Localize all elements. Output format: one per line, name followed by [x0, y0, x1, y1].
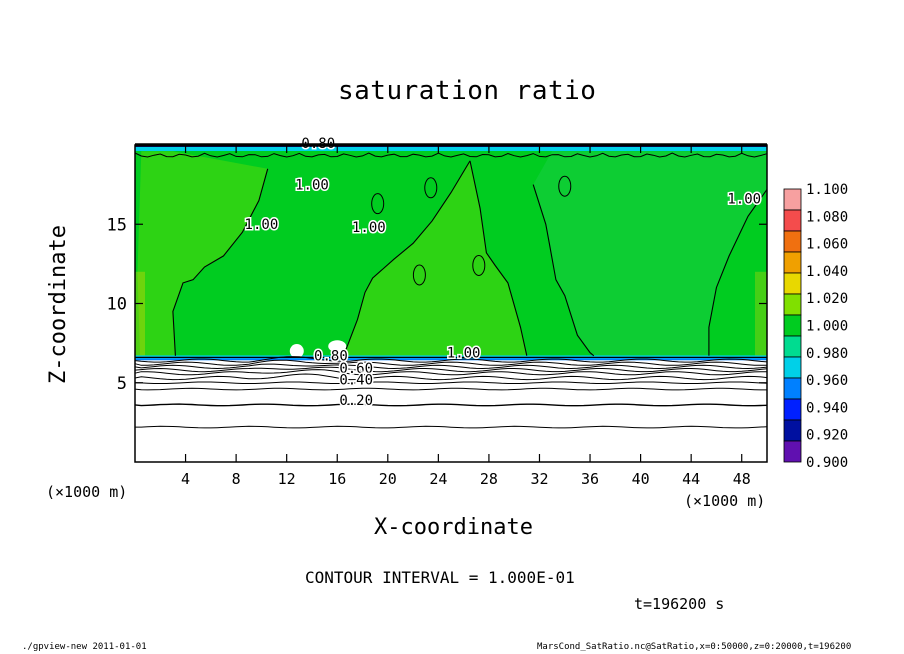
- contour-line: [135, 425, 768, 429]
- contour-label: 1.00: [295, 177, 329, 193]
- colorbar-swatch: [783, 377, 802, 400]
- contour-line: [134, 387, 767, 391]
- colorbar-tick-label: 1.000: [806, 319, 848, 335]
- contour-label: 1.00: [245, 217, 279, 233]
- contour-lines: [134, 152, 768, 429]
- colorbar-tick-label: 0.960: [806, 373, 848, 389]
- colorbar-tick-label: 0.900: [806, 455, 848, 471]
- contour-line-closed: [424, 177, 438, 199]
- colorbar-tick-label: 0.980: [806, 346, 848, 362]
- contour-line-closed: [412, 264, 426, 286]
- edge-tint-right: [755, 271, 767, 358]
- x-axis-ticks: 4 8 12 16 20 24 28 32 36 40 44 48: [181, 145, 751, 488]
- x-tick-label: 32: [530, 470, 548, 488]
- contour-line-column: [343, 160, 471, 356]
- colorbar: 1.100 1.080 1.060 1.040 1.020 1.000 0.980 0.960…: [783, 182, 848, 471]
- contour-line: [134, 356, 768, 363]
- contour-line: [134, 366, 768, 373]
- contour-line-top: [134, 152, 768, 158]
- chart-title: saturation ratio: [338, 76, 597, 106]
- top-strip: [135, 145, 767, 151]
- y-tick-label: 15: [107, 215, 127, 235]
- y-axis-ticks: 5 10 15: [107, 215, 767, 394]
- x-tick-label: 28: [480, 470, 498, 488]
- x-tick-label: 16: [328, 470, 346, 488]
- colorbar-tick-label: 1.040: [806, 264, 848, 280]
- y-tick-label: 10: [107, 295, 127, 315]
- contour-line: [134, 359, 768, 366]
- contour-line-column: [708, 189, 768, 356]
- time-stamp: t=196200 s: [634, 595, 725, 613]
- colorbar-swatch: [783, 251, 802, 274]
- subsaturated-region: [135, 360, 767, 462]
- x-tick-label: 4: [181, 470, 190, 488]
- colorbar-tick-label: 1.080: [806, 209, 848, 225]
- x-tick-label: 12: [278, 470, 296, 488]
- colorbar-swatch: [783, 230, 802, 253]
- contour-line-closed: [371, 193, 385, 215]
- contour-line-column: [532, 184, 595, 357]
- x-tick-label: 20: [379, 470, 397, 488]
- x-tick-label: 48: [733, 470, 751, 488]
- contour-line: [134, 381, 768, 384]
- footer-program-date: ./gpview-new 2011-01-01: [22, 642, 147, 652]
- contour-line-column: [469, 160, 528, 356]
- x-tick-label: 24: [429, 470, 447, 488]
- colorbar-tick-label: 0.920: [806, 428, 848, 444]
- colorbar-swatch: [783, 335, 802, 358]
- colorbar-swatch: [783, 314, 802, 337]
- edge-tint-left: [135, 271, 145, 358]
- region-right: [533, 151, 767, 358]
- colorbar-swatch: [783, 209, 802, 232]
- region-left: [137, 151, 268, 358]
- contour-label: 1.00: [727, 192, 761, 208]
- x-unit-label-left: (×1000 m): [46, 483, 128, 501]
- x-tick-label: 36: [581, 470, 599, 488]
- contour-line: [134, 363, 768, 370]
- contour-label: 1.00: [352, 220, 386, 236]
- contour-label: 0.40: [339, 372, 373, 388]
- region-middle: [343, 160, 527, 356]
- x-axis-label: X-coordinate: [374, 515, 533, 540]
- contour-label: 0.20: [339, 393, 373, 409]
- colorbar-swatch: [783, 188, 802, 211]
- contour-line-closed: [558, 175, 572, 197]
- white-patch: [289, 344, 304, 359]
- colorbar-swatch: [783, 272, 802, 295]
- y-axis-label: Z-coordinate: [46, 225, 71, 384]
- saturated-region: [135, 145, 767, 358]
- color-field: [135, 145, 767, 462]
- contour-label: 0.80: [314, 349, 348, 365]
- x-unit-label-right: (×1000 m): [684, 492, 766, 510]
- colorbar-swatch: [783, 419, 802, 442]
- colorbar-tick-label: 1.020: [806, 291, 848, 307]
- contour-line-column: [172, 168, 269, 356]
- colorbar-tick-label: 1.060: [806, 237, 848, 253]
- x-tick-label: 8: [232, 470, 241, 488]
- contour-label: 1.00: [447, 345, 481, 361]
- x-tick-label: 40: [632, 470, 650, 488]
- contour-interval-note: CONTOUR INTERVAL = 1.000E-01: [305, 568, 575, 587]
- contour-labels: 1.001.001.001.001.000.800.600.400.200.80: [243, 135, 763, 411]
- colorbar-swatch: [783, 293, 802, 316]
- colorbar-swatch: [783, 398, 802, 421]
- contour-line: [134, 369, 767, 376]
- footer-data-source: MarsCond_SatRatio.nc@SatRatio,x=0:50000,…: [537, 642, 852, 652]
- x-tick-label: 44: [682, 470, 700, 488]
- contour-line: [134, 373, 768, 381]
- colorbar-swatch: [783, 356, 802, 379]
- y-tick-label: 5: [117, 374, 127, 394]
- colorbar-tick-label: 1.100: [806, 182, 848, 198]
- contour-line: [134, 403, 768, 407]
- white-patch: [328, 340, 347, 353]
- colorbar-swatch: [783, 440, 802, 463]
- colorbar-tick-label: 0.940: [806, 400, 848, 416]
- contour-label: 0.60: [339, 361, 373, 377]
- contour-line-closed: [472, 254, 486, 276]
